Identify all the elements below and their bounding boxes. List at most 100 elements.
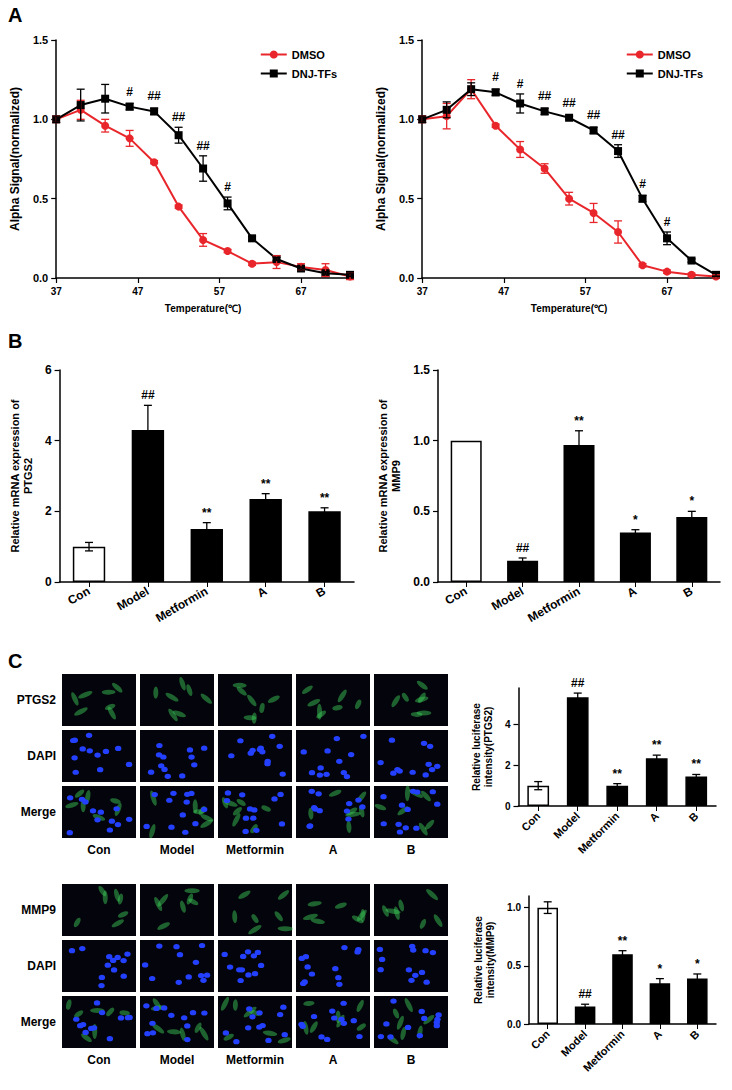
- svg-text:**: **: [574, 414, 584, 428]
- svg-text:##: ##: [578, 987, 592, 1001]
- svg-text:MMP9: MMP9: [21, 903, 56, 917]
- svg-text:DAPI: DAPI: [27, 959, 56, 973]
- svg-text:0.0: 0.0: [413, 575, 430, 589]
- svg-text:Merge: Merge: [21, 1015, 57, 1029]
- svg-text:**: **: [261, 477, 271, 491]
- svg-text:4: 4: [505, 719, 511, 730]
- svg-text:Relative mRNA expression of: Relative mRNA expression of: [377, 399, 389, 552]
- svg-text:Model: Model: [160, 843, 195, 857]
- svg-text:Merge: Merge: [21, 805, 57, 819]
- svg-text:intensity(MMP9): intensity(MMP9): [485, 922, 496, 999]
- svg-text:0.5: 0.5: [33, 193, 48, 205]
- svg-text:PTGS2: PTGS2: [22, 458, 34, 494]
- svg-text:67: 67: [661, 286, 673, 297]
- svg-text:DMSO: DMSO: [658, 49, 691, 61]
- svg-text:##: ##: [196, 139, 210, 153]
- svg-text:1.0: 1.0: [33, 113, 48, 125]
- svg-text:Relative luciferase: Relative luciferase: [471, 703, 482, 791]
- svg-text:Relative luciferase: Relative luciferase: [473, 916, 484, 1004]
- svg-text:B: B: [686, 810, 700, 824]
- svg-text:**: **: [618, 934, 628, 948]
- svg-text:1.0: 1.0: [399, 113, 414, 125]
- svg-text:B: B: [407, 1053, 416, 1067]
- svg-text:##: ##: [562, 96, 576, 110]
- svg-text:##: ##: [538, 89, 552, 103]
- svg-text:0.5: 0.5: [399, 193, 414, 205]
- svg-text:#: #: [517, 77, 524, 91]
- svg-text:6: 6: [45, 363, 52, 377]
- svg-text:A: A: [329, 1053, 338, 1067]
- svg-text:A: A: [255, 584, 270, 601]
- svg-text:Con: Con: [443, 584, 470, 608]
- svg-text:Alpha Signal(normalized): Alpha Signal(normalized): [374, 87, 388, 231]
- svg-text:DAPI: DAPI: [27, 749, 56, 763]
- svg-text:0: 0: [45, 575, 52, 589]
- svg-text:B: B: [687, 1028, 701, 1042]
- svg-text:1.5: 1.5: [399, 34, 414, 46]
- svg-text:Con: Con: [87, 1053, 110, 1067]
- svg-text:**: **: [320, 491, 330, 505]
- svg-text:B: B: [314, 584, 329, 601]
- svg-text:Con: Con: [528, 1028, 552, 1052]
- svg-text:0.0: 0.0: [507, 1019, 521, 1030]
- svg-text:**: **: [692, 757, 702, 771]
- svg-text:0: 0: [505, 801, 511, 812]
- svg-text:##: ##: [571, 676, 585, 690]
- svg-text:##: ##: [587, 108, 601, 122]
- svg-text:intensity(PTGS2): intensity(PTGS2): [483, 707, 494, 788]
- svg-text:Metformin: Metformin: [153, 584, 210, 625]
- svg-text:#: #: [639, 177, 646, 191]
- svg-text:DMSO: DMSO: [292, 49, 325, 61]
- svg-text:Con: Con: [519, 810, 543, 834]
- svg-text:*: *: [695, 957, 700, 971]
- svg-text:B: B: [407, 843, 416, 857]
- svg-text:A: A: [624, 584, 639, 601]
- svg-text:Con: Con: [65, 584, 92, 608]
- svg-text:67: 67: [295, 286, 307, 297]
- svg-text:47: 47: [132, 286, 144, 297]
- svg-text:*: *: [689, 494, 694, 508]
- svg-text:Alpha Signal(normalized): Alpha Signal(normalized): [8, 87, 22, 231]
- svg-text:A: A: [329, 843, 338, 857]
- svg-text:##: ##: [611, 128, 625, 142]
- svg-text:*: *: [633, 513, 638, 527]
- svg-text:Metformin: Metformin: [226, 1053, 284, 1067]
- svg-text:**: **: [202, 506, 212, 520]
- svg-text:0.5: 0.5: [413, 504, 430, 518]
- svg-text:B: B: [681, 584, 696, 601]
- svg-text:0.0: 0.0: [33, 272, 48, 284]
- svg-text:1.0: 1.0: [413, 434, 430, 448]
- svg-text:#: #: [224, 180, 231, 194]
- svg-text:Metformin: Metformin: [226, 843, 284, 857]
- svg-text:##: ##: [141, 388, 155, 402]
- svg-text:Model: Model: [489, 584, 526, 613]
- svg-text:*: *: [658, 962, 663, 976]
- svg-text:1.5: 1.5: [33, 34, 48, 46]
- svg-text:Metformin: Metformin: [525, 584, 582, 625]
- svg-text:##: ##: [172, 110, 186, 124]
- svg-text:2: 2: [45, 504, 52, 518]
- svg-text:Temperature(℃): Temperature(℃): [165, 303, 242, 314]
- svg-text:Con: Con: [87, 843, 110, 857]
- svg-text:57: 57: [580, 286, 592, 297]
- svg-text:Relative mRNA expression of: Relative mRNA expression of: [9, 399, 21, 552]
- svg-text:#: #: [664, 215, 671, 229]
- svg-text:##: ##: [516, 541, 530, 555]
- svg-text:A: A: [647, 810, 661, 824]
- svg-text:#: #: [492, 70, 499, 84]
- svg-text:Model: Model: [558, 1028, 589, 1059]
- svg-text:DNJ-TFs: DNJ-TFs: [658, 68, 703, 80]
- svg-text:37: 37: [51, 286, 63, 297]
- svg-text:Model: Model: [114, 584, 151, 613]
- svg-text:**: **: [652, 738, 662, 752]
- svg-text:0.5: 0.5: [507, 960, 521, 971]
- svg-text:PTGS2: PTGS2: [17, 693, 57, 707]
- svg-text:2: 2: [505, 760, 511, 771]
- svg-text:##: ##: [147, 89, 161, 103]
- svg-text:37: 37: [417, 286, 429, 297]
- svg-text:Metformin: Metformin: [575, 810, 621, 856]
- svg-text:57: 57: [214, 286, 226, 297]
- svg-text:Model: Model: [160, 1053, 195, 1067]
- svg-text:4: 4: [45, 434, 52, 448]
- svg-text:0.0: 0.0: [399, 272, 414, 284]
